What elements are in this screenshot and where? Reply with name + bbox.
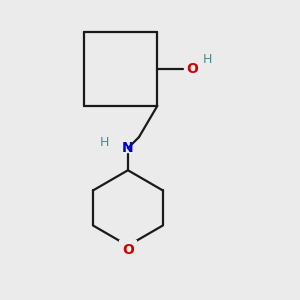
Text: O: O — [122, 243, 134, 257]
Text: H: H — [202, 53, 212, 66]
Text: N: N — [122, 141, 134, 155]
Text: O: O — [186, 62, 198, 76]
Text: H: H — [99, 136, 109, 149]
